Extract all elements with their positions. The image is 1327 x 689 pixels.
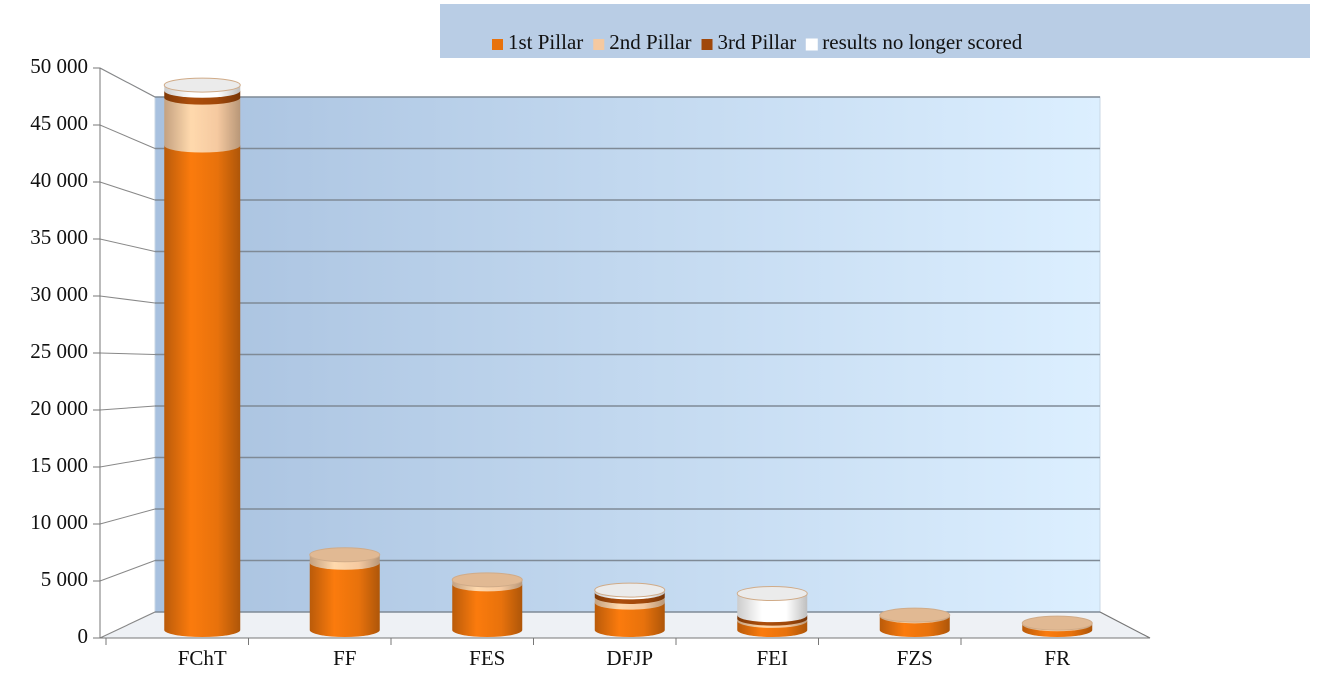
legend-box [440,4,1310,58]
x-tick-label: FES [469,646,505,670]
grid-connector [99,508,156,525]
legend-swatch [593,39,605,50]
cylinder-cap [736,586,808,602]
y-tick-label: 35 000 [30,225,88,249]
y-tick-label: 25 000 [30,339,88,363]
legend: 1st Pillar 2nd Pillar 3rd Pillar results no… [492,30,1023,54]
cylinder-cap [451,572,523,588]
cylinder-segment [309,562,380,638]
grid-connector [99,611,156,639]
y-tick-label: 45 000 [30,111,88,135]
x-tick-label: FR [1044,646,1070,670]
cylinder-cap [309,547,381,563]
x-tick-label: FEI [757,646,789,670]
grid-connector [99,181,156,201]
cylinder-segment [594,602,665,638]
grid-connector [99,405,156,411]
cylinder-segment [737,593,808,623]
grid-connector [99,295,156,304]
y-tick-label: 5 000 [41,567,88,591]
legend-label: 1st Pillar [508,30,583,54]
cylinder-segment [164,145,241,638]
grid-connector [99,238,156,252]
y-tick-label: 10 000 [30,510,88,534]
x-tick-label: FF [333,646,356,670]
grid-connector [99,67,156,98]
legend-label: 2nd Pillar [609,30,691,54]
y-tick-label: 30 000 [30,282,88,306]
cylinder-cap [879,607,951,623]
x-tick-label: FChT [178,646,227,670]
grid-connector [99,124,156,149]
cylinder-cap [594,582,666,598]
y-tick-label: 0 [78,624,89,648]
x-tick-label: DFJP [606,646,653,670]
cylinder-cap [163,77,241,93]
grid-connector [99,352,156,355]
legend-swatch [805,38,818,51]
cylinder-segment [452,584,523,638]
cylinder-segment [164,97,241,153]
x-tick-label: FZS [897,646,933,670]
y-tick-label: 15 000 [30,453,88,477]
y-tick-label: 50 000 [30,54,88,78]
legend-label: 3rd Pillar [718,30,797,54]
grid-connector [99,457,156,468]
floor-right-edge [1099,611,1151,639]
y-tick-label: 20 000 [30,396,88,420]
legend-swatch [701,39,713,50]
grid-connector [99,560,156,582]
cylinder-cap [1021,615,1093,631]
y-tick-label: 40 000 [30,168,88,192]
legend-label: results no longer scored [822,30,1023,54]
legend-swatch [492,39,503,50]
